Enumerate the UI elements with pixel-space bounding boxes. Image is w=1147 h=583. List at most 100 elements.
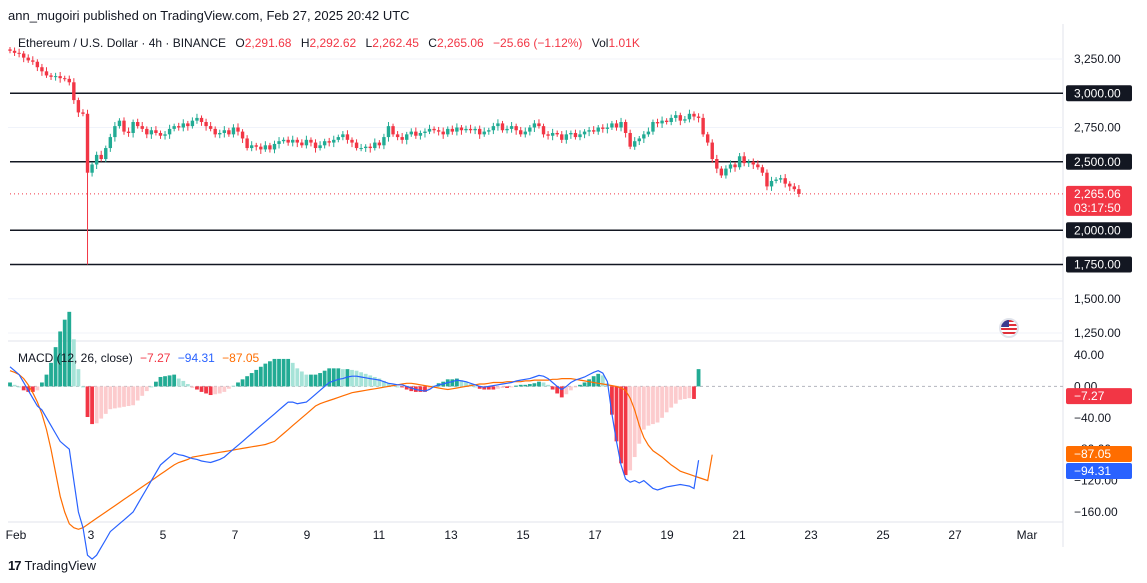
- candle-body: [528, 127, 532, 132]
- candle-body: [236, 127, 240, 132]
- macd-hist-bar: [222, 386, 227, 392]
- macd-hist-bar: [309, 374, 313, 387]
- level-price-label-bg: [1066, 256, 1132, 273]
- candle-body: [560, 134, 564, 140]
- candle-body: [53, 76, 58, 78]
- macd-hist-bar: [614, 386, 619, 442]
- candle-body: [395, 134, 400, 138]
- candle-body: [31, 60, 35, 62]
- macd-hist-bar: [454, 378, 459, 387]
- candle-body: [286, 139, 290, 143]
- time-tick-label: 15: [516, 528, 530, 542]
- macd-hist-bar: [359, 372, 364, 387]
- macd-hist-bar: [550, 386, 555, 390]
- macd-hist-bar: [154, 381, 158, 387]
- candle-body: [409, 131, 413, 135]
- candle-body: [473, 128, 477, 131]
- macd-hist-bar: [450, 379, 455, 387]
- macd-hist-bar: [555, 386, 560, 394]
- candlestick-series: [8, 46, 801, 265]
- macd-hist-bar: [559, 386, 564, 398]
- candle-body: [550, 132, 555, 136]
- candle-body: [778, 178, 783, 180]
- macd-hist-bar: [254, 369, 259, 387]
- tradingview-brand[interactable]: 17 TradingView: [8, 558, 96, 573]
- candle-body: [482, 131, 486, 135]
- candle-body: [322, 141, 327, 146]
- candle-body: [154, 130, 158, 133]
- candle-body: [582, 131, 587, 135]
- macd-hist-bar: [213, 386, 218, 395]
- time-tick-label: 11: [373, 528, 386, 542]
- macd-hist-bar: [199, 386, 204, 392]
- macd-axis: 40.000.00−40.00−80.00−120.00−160.00−7.27…: [1066, 348, 1132, 519]
- candle-body: [500, 123, 505, 131]
- us-flag-icon[interactable]: [999, 318, 1019, 338]
- candle-body: [373, 142, 377, 149]
- candle-body: [245, 138, 249, 149]
- candle-body: [90, 164, 94, 173]
- macd-legend[interactable]: MACD (12, 26, close) −7.27 −94.31 −87.05: [18, 351, 259, 365]
- candle-body: [204, 122, 208, 127]
- macd-hist-bar: [619, 386, 623, 464]
- macd-hist-bar: [217, 386, 222, 394]
- candle-body: [523, 131, 527, 135]
- candle-body: [350, 139, 354, 143]
- price-tick-label: 1,250.00: [1074, 326, 1121, 340]
- candle-body: [126, 131, 131, 133]
- macd-hist-bar: [172, 374, 177, 387]
- candle-body: [231, 127, 236, 135]
- macd-hist-bar: [40, 382, 44, 387]
- candle-body: [300, 142, 304, 146]
- macd-hist-bar: [67, 311, 72, 387]
- candle-body: [760, 167, 765, 173]
- candle-body: [190, 120, 195, 127]
- candle-body: [742, 156, 746, 164]
- candle-body: [12, 50, 17, 53]
- candle-body: [797, 189, 801, 194]
- macd-hist-bar: [49, 362, 53, 387]
- candle-body: [8, 49, 12, 51]
- candle-body: [642, 134, 646, 139]
- high-value: 2,292.62: [309, 36, 357, 50]
- macd-hist-bar: [272, 358, 277, 387]
- macd-hist-bar: [240, 379, 245, 387]
- candle-body: [633, 141, 637, 147]
- candle-body: [651, 122, 655, 132]
- candle-body: [541, 126, 546, 135]
- macd-hist-bar: [418, 386, 423, 392]
- low-value: 2,262.45: [372, 36, 419, 50]
- change-value: −25.66 (−1.12%): [493, 36, 583, 50]
- candle-body: [240, 131, 245, 139]
- candle-body: [318, 145, 322, 149]
- macd-hist-bar: [62, 319, 67, 387]
- candle-body: [436, 130, 441, 132]
- candle-body: [72, 82, 76, 101]
- candle-body: [432, 128, 436, 131]
- symbol-legend[interactable]: Ethereum / U.S. Dollar · 4h · BINANCE O2…: [18, 36, 640, 50]
- candle-body: [468, 128, 473, 131]
- candle-body: [40, 67, 44, 72]
- macd-hist-bar: [117, 386, 122, 408]
- candle-body: [701, 117, 705, 135]
- candle-body: [172, 126, 176, 129]
- macd-hist-bar: [53, 347, 58, 387]
- macd-hist-bar: [660, 386, 664, 418]
- macd-hist-bar: [482, 386, 487, 390]
- candle-body: [291, 139, 295, 143]
- macd-hist-bar: [149, 386, 154, 388]
- macd-hist-bar: [181, 380, 186, 387]
- macd-hist-bar: [158, 376, 163, 387]
- candle-body: [751, 161, 755, 165]
- candle-body: [117, 120, 122, 127]
- macd-hist-bar: [58, 331, 63, 387]
- macd-hist-bar: [286, 358, 291, 387]
- time-tick-label: 9: [304, 528, 311, 542]
- macd-hist-bar: [623, 386, 628, 476]
- candle-body: [724, 168, 728, 176]
- macd-hist-bar: [8, 382, 12, 387]
- candle-body: [21, 53, 26, 58]
- macd-hist-bar: [26, 386, 31, 392]
- macd-hist-bar: [496, 386, 500, 389]
